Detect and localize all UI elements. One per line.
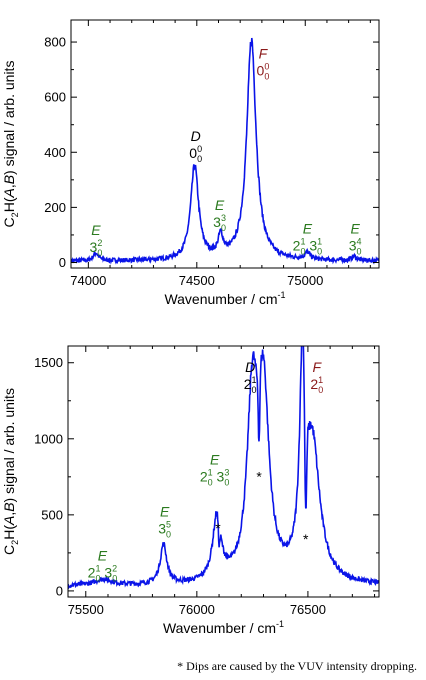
spectrum-trace (68, 346, 379, 590)
y-tick-label: 600 (44, 90, 66, 105)
transition-label: 000​ (189, 144, 202, 164)
y-tick-label: 0 (59, 255, 66, 270)
x-axis-label: Wavenumber / cm-1 (163, 619, 284, 636)
spectrum-trace (71, 37, 379, 265)
transition-label: 320​ (90, 238, 103, 258)
state-label-E: E (215, 197, 225, 213)
x-tick-label: 75500 (68, 602, 104, 617)
state-label-F: F (259, 46, 269, 62)
state-label-E: E (98, 547, 108, 563)
dip-marker: * (256, 468, 262, 484)
state-label-E: E (91, 222, 101, 238)
plot-frame (67, 345, 380, 598)
x-tick-label: 74500 (179, 273, 215, 288)
y-tick-label: 800 (44, 35, 66, 50)
dip-marker: * (215, 520, 221, 536)
y-tick-label: 500 (41, 507, 63, 522)
y-tick-label: 400 (44, 145, 66, 160)
transition-label: 340​ (349, 237, 362, 257)
state-label-E: E (350, 221, 360, 237)
transition-label: 350​ (158, 519, 171, 539)
y-axis-label: C2H(A,B) signal / arb. units (1, 61, 20, 228)
transition-label: 000​ (257, 62, 270, 82)
x-tick-label: 74000 (70, 273, 106, 288)
y-tick-label: 0 (56, 583, 63, 598)
transition-label: 210​ (244, 375, 257, 395)
transition-label: 330​ (213, 213, 226, 233)
state-label-D: D (245, 359, 255, 375)
transition-label: 210​ (310, 375, 323, 395)
state-label-E: E (160, 503, 170, 519)
state-label-F: F (313, 359, 323, 375)
x-tick-label: 75000 (287, 273, 323, 288)
dip-marker: * (303, 531, 309, 547)
transition-label: 210​ 330​ (200, 468, 230, 488)
state-label-E: E (303, 221, 313, 237)
x-tick-label: 76000 (179, 602, 215, 617)
x-axis-label: Wavenumber / cm-1 (164, 290, 285, 307)
x-tick-label: 76500 (290, 602, 326, 617)
y-axis-label: C2H(A,B) signal / arb. units (1, 388, 20, 555)
transition-label: 210​ 310​ (293, 237, 323, 257)
y-tick-label: 1000 (34, 431, 63, 446)
panel-1: 74000 74500 75000 0 200 400 600 800 Wavenumber /… (1, 19, 380, 307)
y-tick-label: 1500 (34, 355, 63, 370)
transition-label: 210​ 320​ (88, 563, 118, 583)
panel-2: 75500 76000 76500 0 500 1000 1500 Wavenumber / … (1, 345, 380, 636)
plot-frame (70, 19, 380, 269)
state-label-D: D (191, 128, 201, 144)
footnote: * Dips are caused by the VUV intensity d… (177, 659, 417, 673)
y-tick-label: 200 (44, 200, 66, 215)
state-label-E: E (210, 452, 220, 468)
